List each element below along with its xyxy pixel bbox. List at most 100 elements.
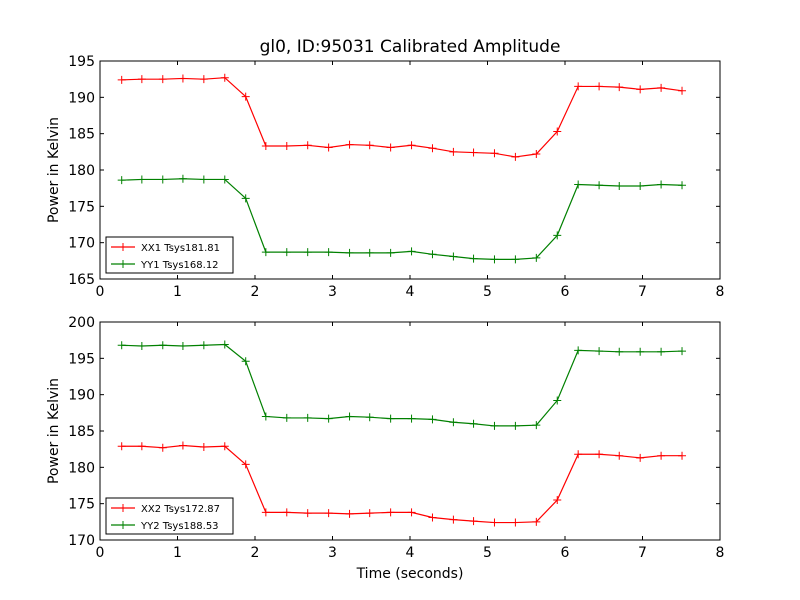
top-series-0-point <box>117 75 126 84</box>
top-series-0-point <box>386 143 395 152</box>
top-series-0-point <box>324 143 333 152</box>
top-series-1-point <box>324 248 333 257</box>
top-x-tick-label: 8 <box>716 284 725 300</box>
top-x-tick-label: 7 <box>638 284 647 300</box>
top-y-tick-label: 180 <box>68 163 95 179</box>
top-x-tick-label: 5 <box>483 284 492 300</box>
top-panel: 0 1 2 3 4 5 6 7 8 165 170 175 180 185 190 195 Power in K… <box>46 54 724 300</box>
top-series-0-point <box>137 75 146 84</box>
bottom-series-1-line <box>121 343 683 427</box>
top-x-tick-label: 2 <box>251 284 260 300</box>
bottom-series-1-point <box>428 415 437 424</box>
bottom-series-1-point <box>490 421 499 430</box>
bottom-series-1-point <box>303 413 312 422</box>
top-series-1-point <box>595 181 604 190</box>
bottom-series-1-point <box>261 412 270 421</box>
bottom-series-1-point <box>158 341 167 350</box>
bottom-series-0-point <box>324 509 333 518</box>
bottom-legend-marker-1 <box>119 521 127 529</box>
top-legend-label-1: YY1 Tsys168.12 <box>140 260 219 271</box>
top-series-0-line <box>121 77 683 158</box>
top-series-1-point <box>178 174 187 183</box>
bottom-series-0-point <box>178 441 187 450</box>
top-series-1-point <box>137 175 146 184</box>
top-series-1-point <box>678 181 687 190</box>
bottom-legend-marker-0 <box>119 504 127 512</box>
bottom-panel: 0 1 2 3 4 5 6 7 8 170 175 180 185 190 195 200 Power in K… <box>46 315 724 561</box>
bottom-x-tick-label: 1 <box>173 545 182 561</box>
top-legend-marker-1 <box>119 260 127 268</box>
bottom-series-1-point <box>449 418 458 427</box>
top-series-1-point <box>303 248 312 257</box>
top-x-tick-label: 3 <box>328 284 337 300</box>
bottom-series-1-point <box>511 421 520 430</box>
bottom-series-0-point <box>365 509 374 518</box>
top-y-tick-label: 185 <box>68 127 95 143</box>
top-series-0-point <box>241 92 250 101</box>
bottom-series-1-point <box>657 347 666 356</box>
bottom-series-0-point <box>615 451 624 460</box>
bottom-series-0-point <box>553 496 562 505</box>
top-series-1-point <box>282 248 291 257</box>
bottom-series-0-point <box>303 509 312 518</box>
bottom-series-0-point <box>490 518 499 527</box>
top-series-1-point <box>469 254 478 263</box>
bottom-series-1-point <box>574 346 583 355</box>
top-series-1-point <box>241 194 250 203</box>
bottom-series-1-point <box>178 341 187 350</box>
top-series-0-point <box>261 142 270 151</box>
bottom-x-tick-label: 2 <box>251 545 260 561</box>
top-series-0-point <box>199 75 208 84</box>
top-series-1-point <box>261 248 270 257</box>
top-series-0-point <box>449 147 458 156</box>
top-series-0-point <box>282 142 291 151</box>
bottom-series-0-point <box>345 509 354 518</box>
top-series-0-point <box>678 86 687 95</box>
bottom-series-0-point <box>220 442 229 451</box>
bottom-series-0-point <box>636 453 645 462</box>
bottom-series-0-point <box>428 513 437 522</box>
bottom-y-tick-label: 175 <box>68 497 95 513</box>
top-series-0-point <box>303 141 312 150</box>
top-legend-label-0: XX1 Tsys181.81 <box>141 243 220 254</box>
bottom-series-0-point <box>282 508 291 517</box>
bottom-x-tick-label: 6 <box>561 545 570 561</box>
top-series-1-point <box>574 180 583 189</box>
top-y-tick-label: 165 <box>68 272 95 288</box>
top-y-tick-label: 195 <box>68 54 95 70</box>
bottom-series-1-point <box>117 341 126 350</box>
top-y-tick-label: 190 <box>68 90 95 106</box>
top-x-tick-label: 6 <box>561 284 570 300</box>
bottom-y-axis-label: Power in Kelvin <box>46 378 62 484</box>
top-series-1-point <box>345 248 354 257</box>
top-series-1-point <box>428 250 437 259</box>
top-series-1-point <box>615 181 624 190</box>
bottom-series-1-point <box>386 414 395 423</box>
top-series-0-point <box>158 75 167 84</box>
bottom-legend-box <box>105 497 234 535</box>
bottom-series-0-point <box>657 451 666 460</box>
bottom-series-0-point <box>241 460 250 469</box>
top-series-0-point <box>469 148 478 157</box>
top-series-1-point <box>365 248 374 257</box>
bottom-series-1-point <box>615 347 624 356</box>
top-series-1-point <box>511 255 520 264</box>
bottom-y-tick-label: 170 <box>68 533 95 549</box>
bottom-series-1-point <box>220 340 229 349</box>
top-legend-marker-0 <box>119 243 127 251</box>
bottom-series-1-point <box>365 413 374 422</box>
bottom-series-0-point <box>469 517 478 526</box>
bottom-series-1-point <box>282 413 291 422</box>
top-series-0-point <box>657 83 666 92</box>
bottom-series-0-point <box>158 443 167 452</box>
top-series-0-point <box>220 73 229 82</box>
top-y-tick-label: 170 <box>68 236 95 252</box>
bottom-series-0-point <box>199 442 208 451</box>
bottom-y-tick-label: 190 <box>68 388 95 404</box>
bottom-x-tick-label: 0 <box>96 545 105 561</box>
top-series-0-point <box>532 150 541 159</box>
bottom-series-1-point <box>407 414 416 423</box>
bottom-series-1-point <box>678 347 687 356</box>
top-series-0-point <box>511 152 520 161</box>
top-series-1-point <box>158 175 167 184</box>
